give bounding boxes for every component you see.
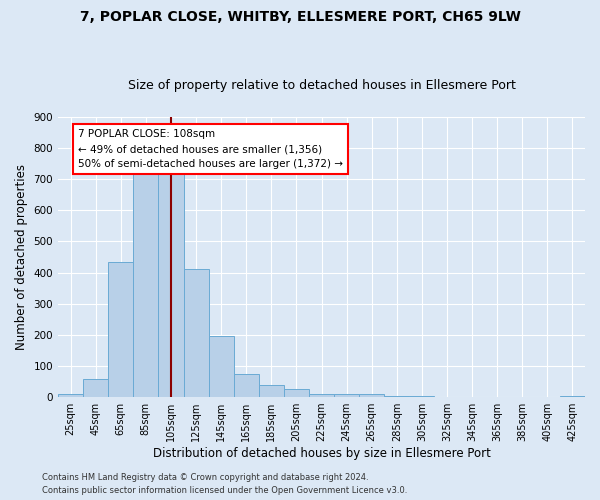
Bar — [384, 396, 409, 397]
Bar — [58, 394, 83, 397]
Title: Size of property relative to detached houses in Ellesmere Port: Size of property relative to detached ho… — [128, 79, 515, 92]
Bar — [259, 385, 284, 397]
Bar — [133, 164, 158, 397]
Bar — [108, 262, 133, 397]
Bar — [184, 270, 209, 397]
Text: 7 POPLAR CLOSE: 108sqm
← 49% of detached houses are smaller (1,356)
50% of semi-: 7 POPLAR CLOSE: 108sqm ← 49% of detached… — [78, 129, 343, 169]
Bar — [83, 379, 108, 397]
Bar — [233, 374, 259, 397]
Y-axis label: Number of detached properties: Number of detached properties — [15, 164, 28, 350]
Bar — [409, 396, 434, 397]
Text: Contains HM Land Registry data © Crown copyright and database right 2024.
Contai: Contains HM Land Registry data © Crown c… — [42, 474, 407, 495]
Bar — [309, 394, 334, 397]
Bar — [209, 336, 233, 397]
Bar — [359, 394, 384, 397]
Bar — [560, 396, 585, 397]
Bar — [284, 390, 309, 397]
Bar — [334, 394, 359, 397]
Text: 7, POPLAR CLOSE, WHITBY, ELLESMERE PORT, CH65 9LW: 7, POPLAR CLOSE, WHITBY, ELLESMERE PORT,… — [80, 10, 520, 24]
X-axis label: Distribution of detached houses by size in Ellesmere Port: Distribution of detached houses by size … — [152, 447, 490, 460]
Bar — [158, 164, 184, 397]
